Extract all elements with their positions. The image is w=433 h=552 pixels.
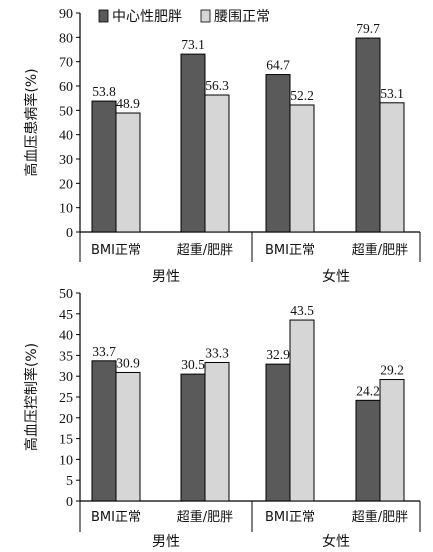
chart2-data-label: 29.2 <box>380 363 404 378</box>
chart2-bar-central-obesity <box>265 363 291 502</box>
chart1-bar-central-obesity <box>91 100 117 233</box>
chart1-data-label: 79.7 <box>356 21 380 36</box>
chart1-bar-normal-waist <box>379 102 405 233</box>
chart1-category-label: 超重/肥胖 <box>352 242 408 258</box>
chart2-y-tick-label: 0 <box>66 495 73 510</box>
chart2-category-label: BMI正常 <box>265 510 315 525</box>
chart1-y-tick-label: 80 <box>59 31 73 46</box>
chart1-y-tick-label: 50 <box>59 104 73 119</box>
chart1-y-tick-label: 0 <box>66 226 73 241</box>
chart2-bar-normal-waist <box>204 361 230 502</box>
chart2-bar-normal-waist <box>379 379 405 502</box>
chart2-group-label: 女性 <box>322 533 350 550</box>
chart2-y-tick-label: 25 <box>59 391 73 406</box>
chart2-bar-central-obesity <box>91 360 117 502</box>
chart2-y-axis-title: 高血压控制率(%) <box>23 343 40 451</box>
chart1-y-tick-label: 20 <box>59 177 73 192</box>
chart2-bar-normal-waist <box>289 319 315 502</box>
chart1-bar-normal-waist <box>204 94 230 233</box>
chart2-data-label: 43.5 <box>290 303 314 318</box>
chart2-group-label: 男性 <box>152 534 180 550</box>
chart2-category-label: 超重/肥胖 <box>352 509 408 525</box>
chart2-y-tick-label: 35 <box>59 349 73 364</box>
chart1-bar-central-obesity <box>265 74 291 233</box>
chart2-category-label: BMI正常 <box>91 510 141 525</box>
chart1-y-tick-label: 30 <box>59 153 73 168</box>
chart2-y-tick-label: 40 <box>59 329 73 344</box>
chart1-legend-label: 中心性肥胖 <box>112 9 182 25</box>
chart2-y-tick-label: 50 <box>59 287 73 302</box>
chart1-bar-normal-waist <box>289 104 315 233</box>
chart2-data-label: 32.9 <box>266 347 290 362</box>
chart2-y-tick-label: 45 <box>59 308 73 323</box>
chart2-bar-central-obesity <box>355 399 381 502</box>
chart1-y-tick-label: 60 <box>59 80 73 95</box>
chart1-category-label: BMI正常 <box>91 243 141 258</box>
chart1-legend-swatch <box>200 9 211 23</box>
chart1-legend-label: 腰围正常 <box>214 9 270 25</box>
chart2-y-tick-label: 5 <box>66 474 73 489</box>
chart2-y-tick-label: 10 <box>59 453 73 468</box>
chart2-y-tick-label: 30 <box>59 370 73 385</box>
chart1-data-label: 48.9 <box>116 96 140 111</box>
chart1-bar-normal-waist <box>115 112 141 233</box>
chart2-data-label: 33.3 <box>205 345 229 360</box>
chart2-data-label: 30.9 <box>116 355 140 370</box>
chart1-data-label: 73.1 <box>181 37 205 52</box>
chart1-category-label: BMI正常 <box>265 243 315 258</box>
chart2-bar-central-obesity <box>180 373 206 502</box>
chart1-y-tick-label: 90 <box>59 7 73 22</box>
chart2-data-label: 30.5 <box>181 357 205 372</box>
chart2-data-label: 33.7 <box>92 344 116 359</box>
chart1-data-label: 53.1 <box>380 86 404 101</box>
chart2-y-tick-label: 15 <box>59 433 73 448</box>
chart1-group-label: 女性 <box>322 268 350 285</box>
chart1-data-label: 52.2 <box>290 88 314 103</box>
chart1-y-tick-label: 40 <box>59 129 73 144</box>
chart1-bar-central-obesity <box>355 37 381 233</box>
chart2-data-label: 24.2 <box>356 383 380 398</box>
chart1-group-label: 男性 <box>152 269 180 285</box>
chart1-category-label: 超重/肥胖 <box>177 242 233 258</box>
chart1-y-tick-label: 70 <box>59 56 73 71</box>
chart2-bar-normal-waist <box>115 371 141 502</box>
chart1-data-label: 56.3 <box>205 78 229 93</box>
chart1-legend-swatch <box>98 9 109 23</box>
chart1-y-axis-title: 高血压患病率(%) <box>23 68 40 176</box>
chart1-bar-central-obesity <box>180 53 206 233</box>
chart1-data-label: 53.8 <box>92 84 116 99</box>
chart2-y-tick-label: 20 <box>59 412 73 427</box>
chart2-category-label: 超重/肥胖 <box>177 509 233 525</box>
chart1-data-label: 64.7 <box>266 58 290 73</box>
chart1-y-tick-label: 10 <box>59 202 73 217</box>
